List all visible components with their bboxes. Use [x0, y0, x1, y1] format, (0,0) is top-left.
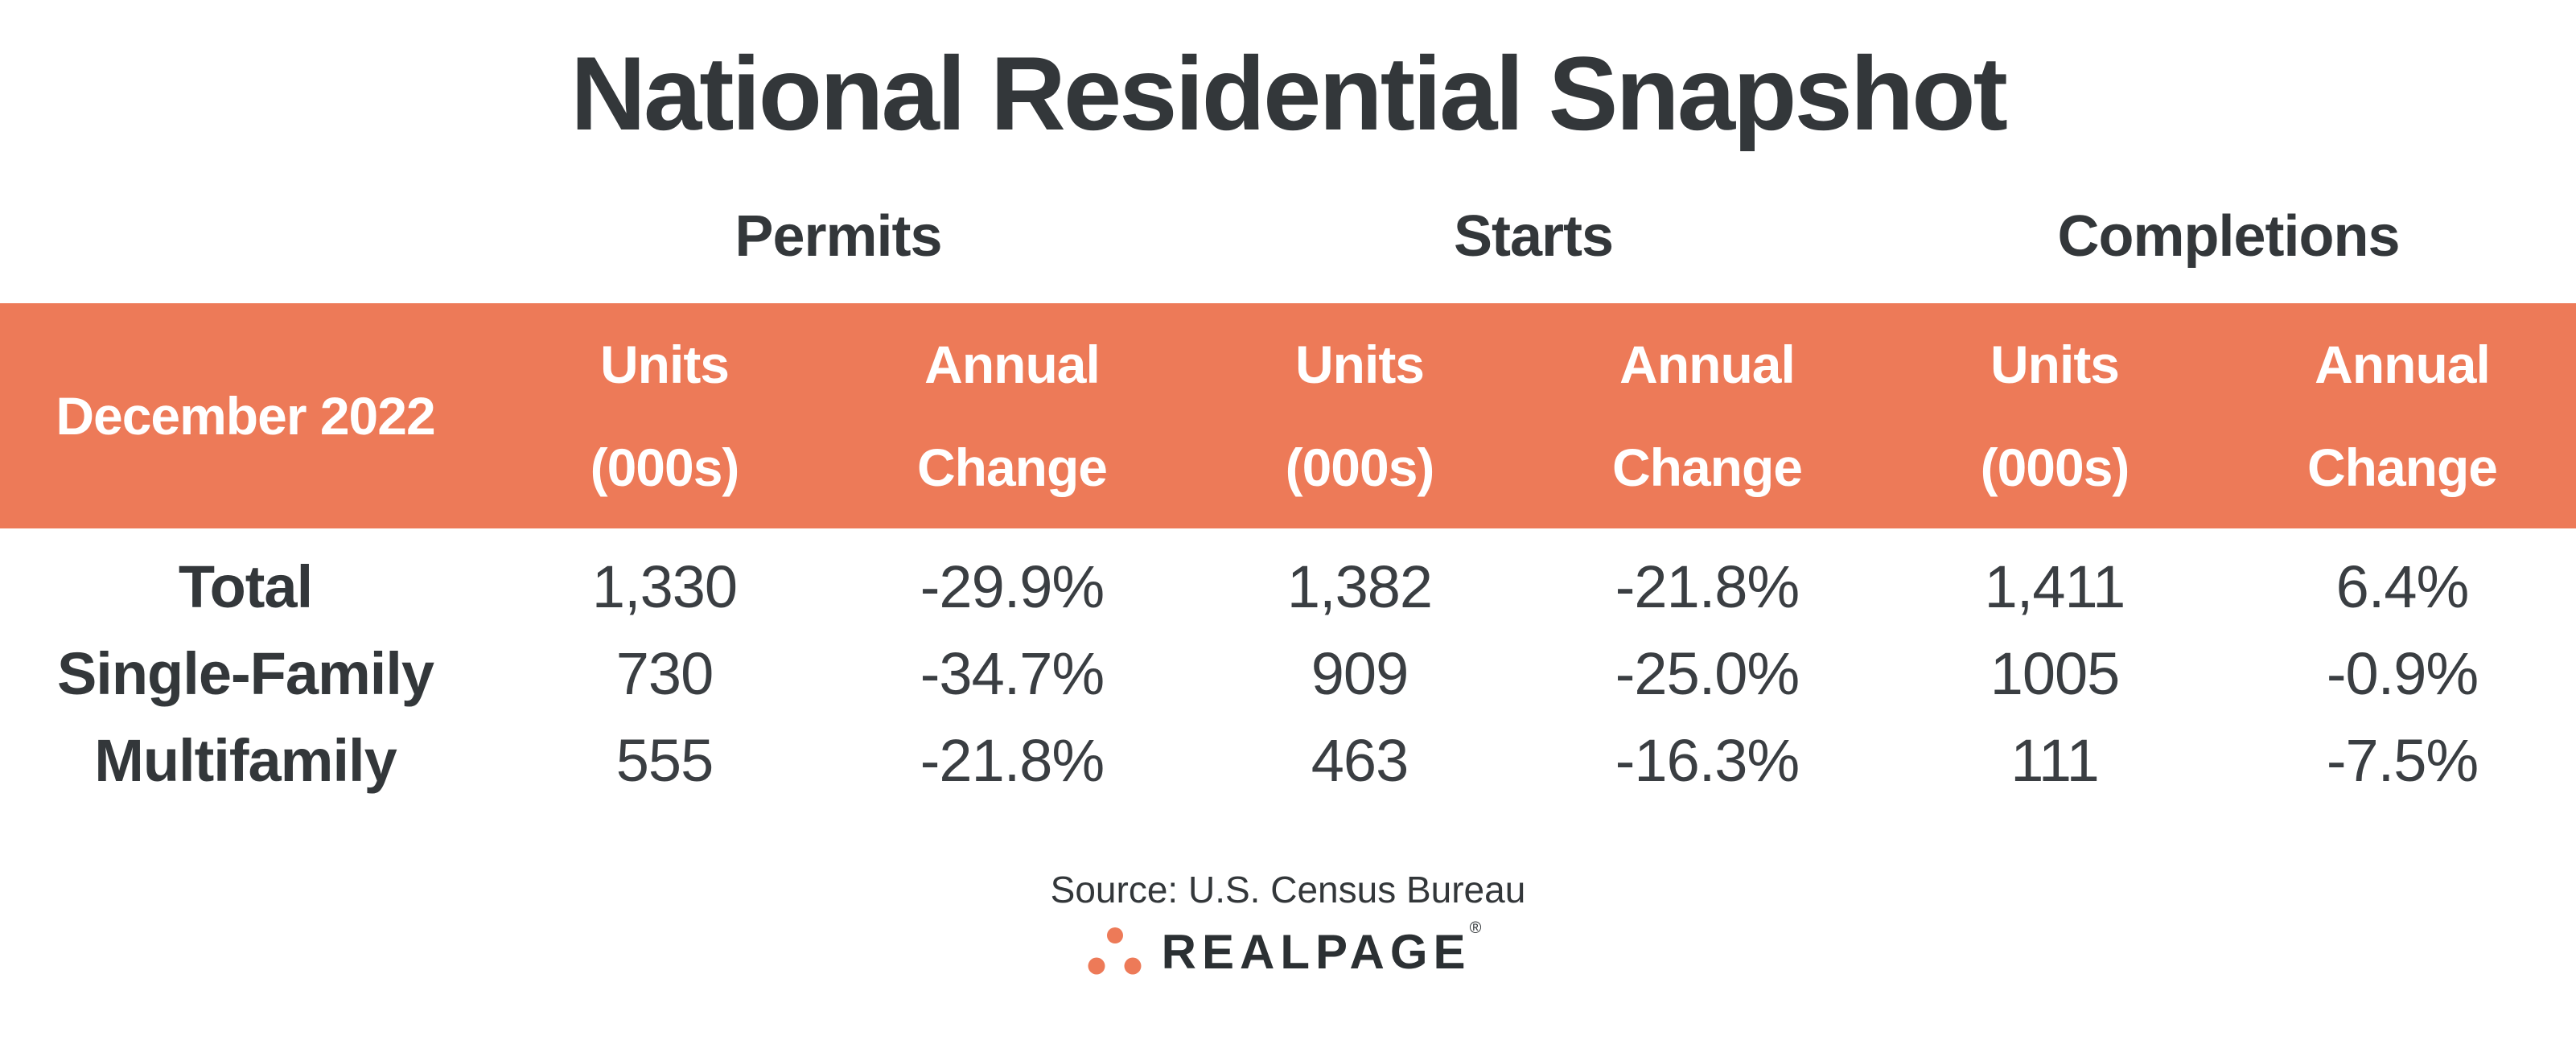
col-header-starts-change: Annual Change	[1533, 338, 1881, 494]
group-header-permits: Permits	[735, 204, 942, 269]
cell-completions-change: 6.4%	[2335, 553, 2470, 620]
col-header-line: (000s)	[1980, 438, 2130, 498]
group-header-starts: Starts	[1453, 204, 1614, 269]
cell-completions-units: 111	[2010, 726, 2099, 794]
col-header-line: (000s)	[1285, 438, 1435, 498]
col-header-line: Change	[2306, 438, 2498, 498]
col-header-starts-units: Units (000s)	[1186, 338, 1533, 494]
col-header-line: (000s)	[590, 438, 740, 498]
group-header-completions: Completions	[2057, 204, 2400, 269]
col-header-completions-units: Units (000s)	[1881, 338, 2228, 494]
col-header-completions-change: Annual Change	[2228, 338, 2576, 494]
period-label: December 2022	[56, 386, 435, 446]
brand-word: REALPAGE	[1161, 924, 1471, 979]
col-header-line: Annual	[2315, 335, 2491, 395]
col-header-permits-change: Annual Change	[838, 338, 1186, 494]
col-header-line: Units	[600, 335, 730, 395]
cell-permits-units: 730	[615, 639, 714, 707]
cell-starts-change: -25.0%	[1615, 639, 1800, 707]
cell-starts-units: 909	[1311, 639, 1409, 707]
cell-permits-units: 555	[615, 726, 714, 794]
realpage-logo: REALPAGE®	[0, 919, 2576, 980]
table-header-band: December 2022 Units (000s) Annual Change…	[0, 303, 2576, 529]
col-header-permits-units: Units (000s)	[491, 338, 838, 494]
realpage-dots-icon	[1088, 927, 1142, 975]
footer: Source: U.S. Census Bureau REALPAGE®	[0, 868, 2576, 979]
cell-completions-units: 1005	[1990, 639, 2121, 707]
col-header-line: Units	[1990, 335, 2120, 395]
row-label: Total	[178, 553, 313, 620]
col-header-line: Annual	[1619, 335, 1796, 395]
registered-trademark-icon: ®	[1469, 919, 1488, 937]
source-note: Source: U.S. Census Bureau	[1050, 869, 1526, 911]
col-header-line: Change	[1611, 438, 1803, 498]
table-row-single-family: Single-Family 730 -34.7% 909 -25.0% 1005…	[0, 630, 2576, 717]
table-row-total: Total 1,330 -29.9% 1,382 -21.8% 1,411 6.…	[0, 543, 2576, 630]
row-label: Single-Family	[56, 639, 434, 707]
cell-starts-change: -21.8%	[1615, 553, 1800, 620]
cell-permits-change: -29.9%	[920, 553, 1105, 620]
cell-completions-units: 1,411	[1984, 553, 2126, 620]
group-header-row: Permits Starts Completions	[0, 198, 2576, 275]
realpage-brand-text: REALPAGE®	[1161, 919, 1489, 980]
table-row-multifamily: Multifamily 555 -21.8% 463 -16.3% 111 -7…	[0, 717, 2576, 804]
cell-starts-change: -16.3%	[1615, 726, 1800, 794]
page-title: National Residential Snapshot	[570, 35, 2008, 152]
row-label: Multifamily	[94, 726, 397, 794]
cell-permits-units: 1,330	[591, 553, 738, 620]
cell-starts-units: 1,382	[1286, 553, 1433, 620]
cell-permits-change: -21.8%	[920, 726, 1105, 794]
cell-completions-change: -7.5%	[2326, 726, 2479, 794]
cell-completions-change: -0.9%	[2326, 639, 2479, 707]
table-body: Total 1,330 -29.9% 1,382 -21.8% 1,411 6.…	[0, 543, 2576, 804]
cell-starts-units: 463	[1311, 726, 1409, 794]
cell-permits-change: -34.7%	[920, 639, 1105, 707]
col-header-line: Units	[1295, 335, 1425, 395]
col-header-line: Annual	[924, 335, 1101, 395]
col-header-line: Change	[916, 438, 1108, 498]
